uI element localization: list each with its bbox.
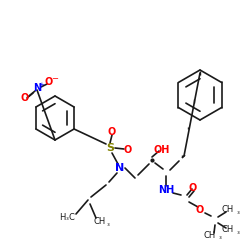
Text: O: O	[45, 77, 53, 87]
Text: O: O	[124, 145, 132, 155]
Text: +: +	[38, 82, 44, 88]
Text: OH: OH	[154, 145, 170, 155]
Text: C: C	[68, 214, 74, 222]
Text: CH: CH	[222, 226, 234, 234]
Text: ₃: ₃	[106, 221, 110, 227]
Text: S: S	[106, 143, 114, 153]
Text: O: O	[196, 205, 204, 215]
Text: N: N	[33, 83, 41, 93]
Text: CH: CH	[204, 230, 216, 239]
Text: O: O	[189, 183, 197, 193]
Text: ₃: ₃	[218, 234, 222, 240]
Text: ₃: ₃	[66, 215, 68, 221]
Text: CH: CH	[222, 206, 234, 214]
Text: ₃: ₃	[236, 229, 240, 235]
Text: −: −	[52, 74, 59, 84]
Text: CH: CH	[94, 218, 106, 226]
Text: NH: NH	[158, 185, 174, 195]
Text: N: N	[116, 163, 124, 173]
Text: O: O	[21, 93, 29, 103]
Text: O: O	[108, 127, 116, 137]
Text: ₃: ₃	[236, 209, 240, 215]
Text: H: H	[59, 214, 65, 222]
